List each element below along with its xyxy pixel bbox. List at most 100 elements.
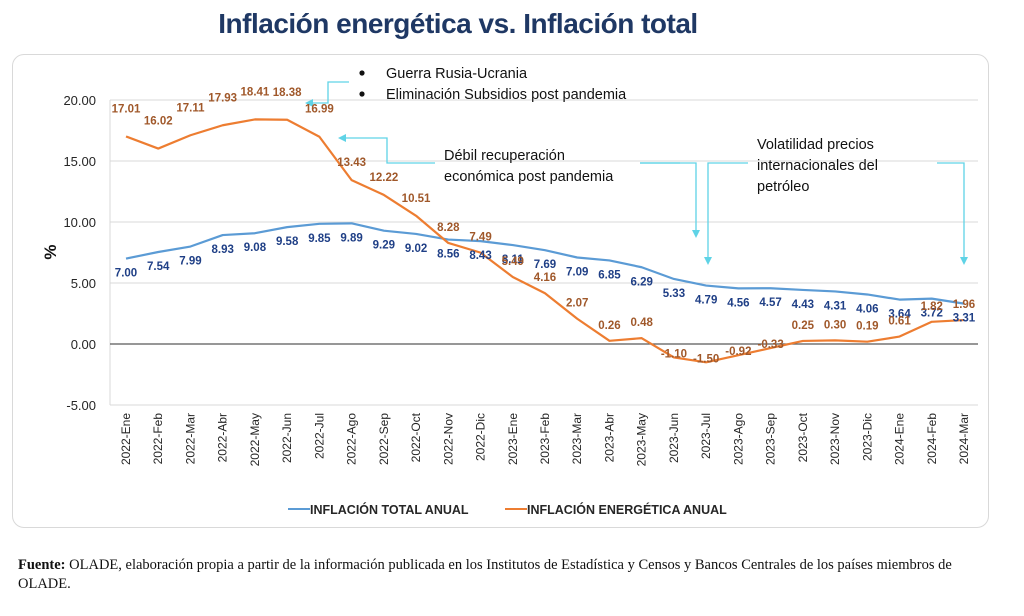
x-tick-label: 2022-Nov: [441, 413, 455, 465]
data-label-energy: 0.61: [888, 316, 911, 328]
data-label-total: 4.31: [824, 300, 847, 312]
annotation-text: Eliminación Subsidios post pandemia: [386, 87, 627, 103]
data-label-total: 9.08: [244, 242, 267, 254]
data-label-total: 4.06: [856, 303, 878, 315]
legend: INFLACIÓN TOTAL ANUAL INFLACIÓN ENERGÉTIC…: [288, 502, 727, 517]
x-tick-label: 2023-Sep: [764, 413, 778, 465]
x-tick-label: 2023-Jul: [699, 413, 713, 459]
data-label-energy: 1.96: [953, 299, 975, 311]
source-label: Fuente:: [18, 557, 66, 573]
x-axis-ticks: 2022-Ene 2022-Feb 2022-Mar 2022-Abr 2022-May…: [119, 412, 971, 466]
x-tick-label: 2024-Feb: [925, 413, 939, 465]
arrow-down-icon: [704, 257, 712, 265]
y-tick-label: 20.00: [63, 93, 96, 108]
y-axis-label: %: [41, 244, 60, 259]
data-label-total: 3.31: [953, 313, 976, 325]
x-tick-label: 2023-Dic: [860, 413, 874, 461]
data-label-total: 4.57: [759, 297, 781, 309]
chart-card: [12, 54, 989, 528]
x-tick-label: 2022-Oct: [409, 412, 423, 462]
x-tick-label: 2022-Ene: [119, 413, 133, 465]
x-tick-label: 2024-Mar: [957, 413, 971, 464]
data-label-energy: -1.50: [693, 353, 719, 365]
data-label-total: 3.72: [921, 308, 943, 320]
x-tick-label: 2023-Oct: [796, 412, 810, 462]
x-tick-label: 2023-Nov: [828, 413, 842, 465]
data-label-total: 3.64: [888, 309, 911, 321]
data-label-energy: 17.11: [176, 102, 205, 114]
legend-label: INFLACIÓN ENERGÉTICA ANUAL: [527, 502, 727, 517]
data-label-total: 8.93: [211, 244, 233, 256]
arrow-left-icon: [305, 99, 313, 107]
data-label-total: 4.43: [792, 299, 814, 311]
x-tick-label: 2023-May: [635, 413, 649, 466]
data-label-total: 9.58: [276, 236, 299, 248]
data-label-total: 6.29: [630, 276, 652, 288]
page-title: Inflación energética vs. Inflación total: [218, 8, 698, 39]
annotation-text: petróleo: [757, 179, 809, 195]
annotation-connector: [344, 137, 435, 164]
annotations: Guerra Rusia-Ucrania Eliminación Subsidio…: [305, 66, 968, 265]
data-label-total: 4.56: [727, 297, 749, 309]
data-label-energy: 0.26: [598, 320, 620, 332]
data-label-energy: 16.02: [144, 116, 173, 128]
data-label-total: 8.56: [437, 249, 459, 261]
y-tick-label: 5.00: [71, 276, 96, 291]
annotation-connector: [937, 162, 965, 259]
annotation-text: Débil recuperación: [444, 148, 565, 164]
x-tick-label: 2022-Jun: [280, 413, 294, 463]
annotation-text: Guerra Rusia-Ucrania: [386, 66, 528, 82]
x-tick-label: 2023-Jun: [667, 413, 681, 463]
data-label-energy: -0.92: [725, 346, 751, 358]
annotation-connector: [707, 162, 748, 259]
data-label-total: 7.00: [115, 268, 137, 280]
y-tick-label: 0.00: [71, 337, 96, 352]
x-tick-label: 2022-Ago: [345, 413, 359, 465]
data-label-total: 6.85: [598, 269, 621, 281]
data-label-energy: 0.25: [792, 320, 815, 332]
x-tick-label: 2023-Abr: [602, 413, 616, 462]
x-tick-label: 2022-Dic: [474, 413, 488, 461]
data-label-total: 9.29: [373, 240, 395, 252]
y-tick-label: -5.00: [66, 398, 96, 413]
x-tick-label: 2022-Abr: [216, 413, 230, 462]
y-tick-label: 15.00: [63, 154, 96, 169]
x-tick-label: 2022-Feb: [151, 413, 165, 465]
x-tick-label: 2022-May: [248, 413, 262, 466]
legend-label: INFLACIÓN TOTAL ANUAL: [310, 502, 469, 517]
x-tick-label: 2022-Sep: [377, 413, 391, 465]
source-text: OLADE, elaboración propia a partir de la…: [18, 557, 952, 592]
data-label-total: 7.09: [566, 267, 588, 279]
bullet-icon: [359, 91, 365, 97]
source-note: Fuente: OLADE, elaboración propia a part…: [18, 556, 1008, 594]
data-label-total: 8.11: [502, 254, 524, 266]
gridlines: [109, 99, 978, 406]
annotation-text: económica post pandemia: [444, 169, 614, 185]
annotation-text: Volatilidad precios: [757, 137, 874, 153]
bullet-icon: [359, 70, 365, 76]
data-label-energy: 17.01: [112, 103, 141, 115]
x-tick-label: 2023-Ene: [506, 413, 520, 465]
data-label-energy: 18.38: [273, 87, 302, 99]
data-label-energy: 2.07: [566, 298, 588, 310]
annotation-text: internacionales del: [757, 158, 878, 174]
data-label-total: 8.43: [469, 250, 491, 262]
annotation-connector: [640, 162, 697, 232]
data-label-total: 9.02: [405, 243, 427, 255]
data-label-energy: 8.28: [437, 222, 460, 234]
series-lines: [125, 118, 965, 364]
data-label-total: 9.89: [340, 232, 362, 244]
data-label-energy: 16.99: [305, 104, 334, 116]
data-label-energy: 12.22: [369, 172, 398, 184]
series-line-energy: [125, 118, 965, 364]
data-label-total: 4.79: [695, 295, 717, 307]
data-label-energy: 10.51: [402, 193, 431, 205]
data-labels: 7.00 7.54 7.99 8.93 9.08 9.58 9.85 9.89 9.29 9.02…: [112, 86, 976, 365]
x-tick-label: 2023-Ago: [731, 413, 745, 465]
data-label-total: 7.99: [179, 256, 201, 268]
data-label-energy: 13.43: [337, 157, 366, 169]
data-label-energy: 1.82: [921, 301, 943, 313]
data-label-energy: -1.10: [661, 348, 687, 360]
series-line-total: [125, 222, 965, 305]
data-label-total: 5.33: [663, 288, 685, 300]
